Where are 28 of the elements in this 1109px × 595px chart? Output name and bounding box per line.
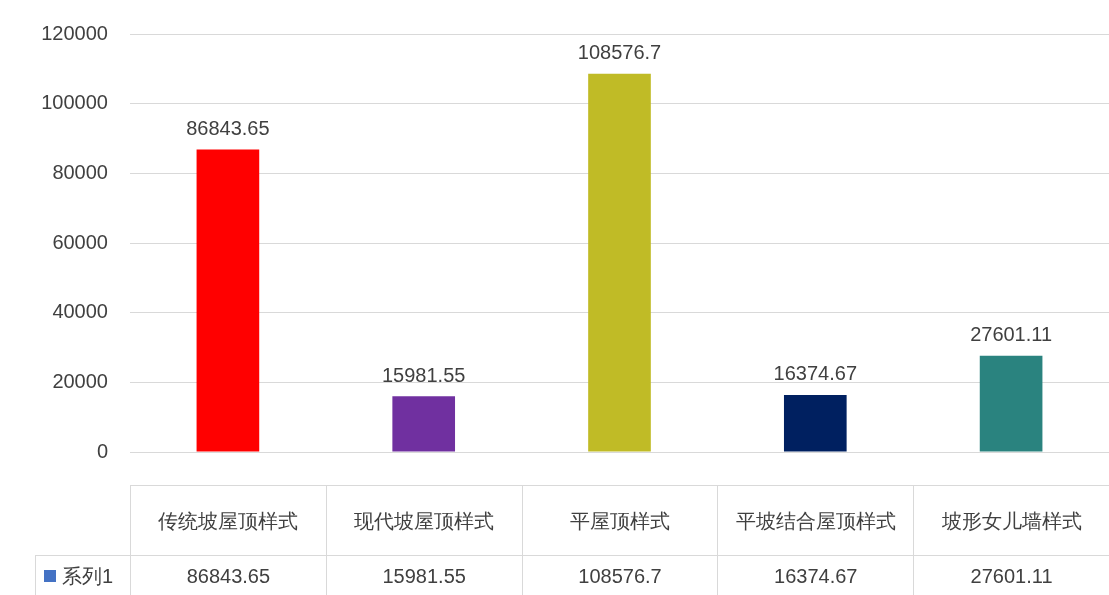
data-label: 15981.55 bbox=[325, 555, 523, 595]
text: 系列1 bbox=[62, 563, 114, 589]
annotation: 16374.67 bbox=[773, 362, 858, 385]
annotation: 15981.55 bbox=[381, 363, 466, 386]
y-tick-label: 40000 bbox=[52, 300, 108, 323]
annotation: 27601.11 bbox=[970, 323, 1053, 346]
bar bbox=[979, 355, 1043, 452]
bar bbox=[783, 394, 847, 452]
data-label: 86843.65 bbox=[130, 555, 327, 595]
y-tick-label: 0 bbox=[96, 439, 108, 462]
y-tick-label: 80000 bbox=[52, 160, 108, 183]
x-tick-label: 坡形女儿墙样式 bbox=[941, 508, 1082, 534]
bar bbox=[196, 149, 260, 452]
x-tick-label: 平屋顶样式 bbox=[569, 508, 670, 534]
x-tick-label: 平坡结合屋顶样式 bbox=[735, 508, 896, 534]
annotation: 108576.7 bbox=[577, 41, 662, 64]
bar bbox=[392, 396, 456, 452]
y-tick-label: 20000 bbox=[52, 369, 108, 392]
x-tick-label: 现代坡屋顶样式 bbox=[354, 508, 495, 534]
bar bbox=[588, 73, 651, 452]
y-tick-label: 120000 bbox=[41, 21, 108, 44]
annotation: 86843.65 bbox=[186, 117, 270, 140]
y-tick-label: 60000 bbox=[52, 230, 108, 253]
x-tick-label: 传统坡屋顶样式 bbox=[158, 508, 299, 534]
data-label: 16374.67 bbox=[717, 555, 915, 595]
data-label: 27601.11 bbox=[913, 555, 1109, 595]
data-label: 108576.7 bbox=[521, 555, 719, 595]
y-tick-label: 100000 bbox=[41, 91, 108, 114]
